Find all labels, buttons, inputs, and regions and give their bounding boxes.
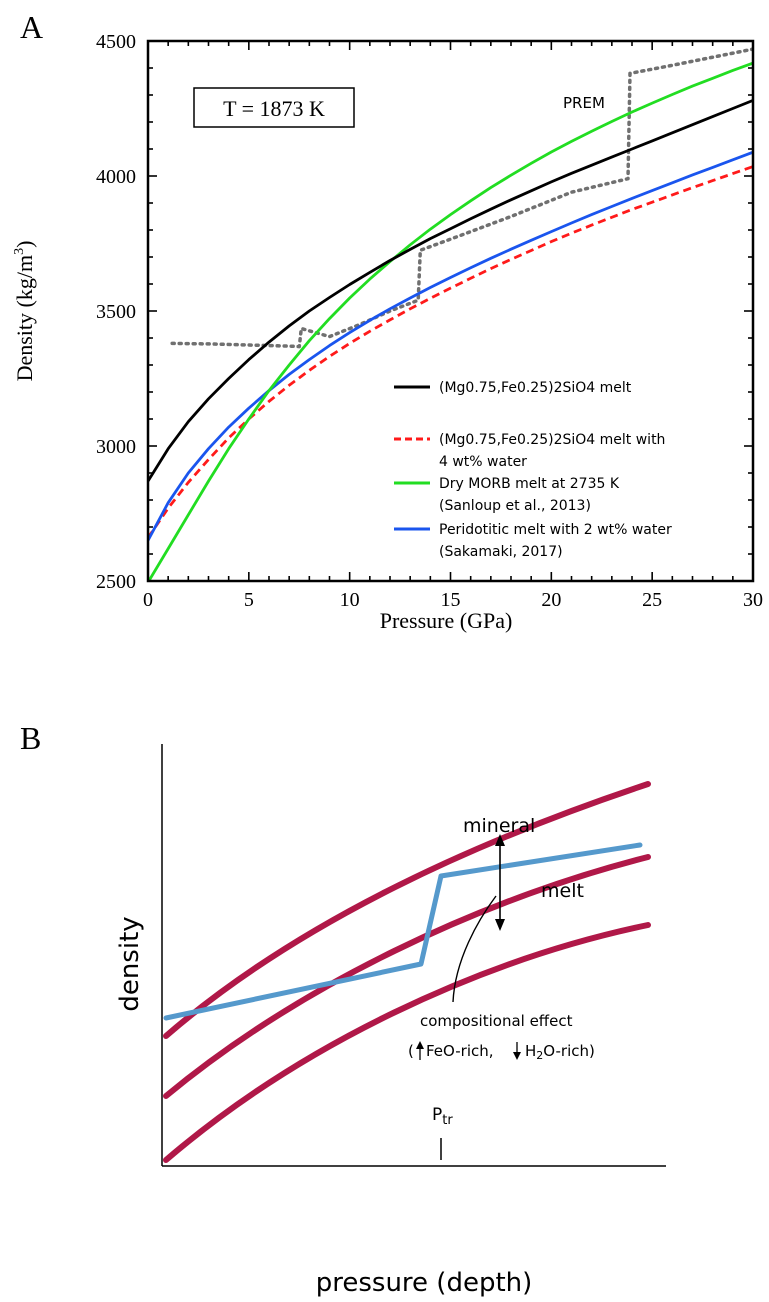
prem-label: PREM [563, 94, 605, 112]
y-axis-title-close: ) [12, 241, 37, 248]
annotation-title: compositional effect [420, 1012, 573, 1030]
annotation-down-arrow-head [513, 1052, 521, 1060]
ptr-label: Ptr [432, 1105, 453, 1128]
x-tick-label: 15 [441, 589, 461, 611]
prem-line [170, 47, 753, 349]
panel-a-series [148, 47, 753, 581]
series-green-line [148, 61, 753, 581]
legend-label-black: (Mg0.75,Fe0.25)2SiO4 melt [439, 380, 632, 396]
ptr-label-sub: tr [442, 1113, 453, 1128]
legend-label-blue-1: Peridotitic melt with 2 wt% water [439, 522, 672, 538]
annotation-h2o-rest: O-rich) [543, 1042, 595, 1060]
annotation-leader [452, 895, 497, 1003]
compositional-arrow-up-head [495, 834, 505, 846]
annotation-open-paren: ( [408, 1042, 414, 1060]
y-tick-label: 3500 [96, 301, 136, 323]
panel-b: B Ptr mineral melt compositional effect … [20, 720, 666, 1298]
legend-label-red-1: (Mg0.75,Fe0.25)2SiO4 melt with [439, 432, 665, 448]
panel-b-x-axis-title: pressure (depth) [316, 1268, 533, 1298]
y-axis-title: Density (kg/m3) [12, 241, 37, 382]
x-tick-label: 0 [143, 589, 153, 611]
melt-curve-upper [163, 781, 651, 1039]
y-axis-title-sup: 3 [12, 248, 27, 255]
panel-a-tick-labels: 0 5 10 15 20 25 30 2500 3000 3500 4000 4500 [96, 31, 763, 611]
panel-b-label: B [20, 720, 41, 756]
temperature-label: T = 1873 K [223, 96, 325, 121]
mineral-curve [163, 842, 643, 1021]
melt-curve-middle [163, 854, 651, 1099]
legend-label-blue-2: (Sakamaki, 2017) [439, 544, 563, 560]
melt-label: melt [541, 880, 584, 902]
panel-a: A 0 5 10 15 20 25 30 2500 3000 3500 4000 4500 T = 1… [12, 9, 763, 633]
y-tick-label: 2500 [96, 571, 136, 593]
panel-b-y-axis-title: density [115, 916, 145, 1011]
melt-curve-lower [163, 922, 651, 1163]
panel-a-label: A [20, 9, 43, 45]
annotation-h2o: H2O-rich) [525, 1042, 595, 1062]
legend-label-green-1: Dry MORB melt at 2735 K [439, 476, 620, 492]
temperature-box [193, 87, 355, 128]
x-tick-label: 5 [244, 589, 254, 611]
annotation-feo: FeO-rich, [426, 1042, 494, 1060]
panel-a-ticks [147, 40, 754, 582]
x-tick-label: 10 [340, 589, 360, 611]
annotation-h2o-sub: 2 [536, 1049, 543, 1062]
legend: (Mg0.75,Fe0.25)2SiO4 melt (Mg0.75,Fe0.25… [394, 380, 672, 560]
y-tick-label: 3000 [96, 436, 136, 458]
y-tick-label: 4000 [96, 166, 136, 188]
x-axis-title: Pressure (GPa) [380, 608, 513, 633]
mineral-label: mineral [463, 815, 535, 837]
y-tick-label: 4500 [96, 31, 136, 53]
x-tick-label: 30 [743, 589, 763, 611]
series-blue-line [148, 150, 753, 542]
series-black-line [148, 99, 753, 482]
legend-label-green-2: (Sanloup et al., 2013) [439, 498, 591, 514]
compositional-arrow-down-head [495, 919, 505, 931]
annotation-up-arrow-head [416, 1041, 424, 1049]
x-tick-label: 20 [541, 589, 561, 611]
legend-label-red-2: 4 wt% water [439, 454, 527, 470]
x-tick-label: 25 [642, 589, 662, 611]
